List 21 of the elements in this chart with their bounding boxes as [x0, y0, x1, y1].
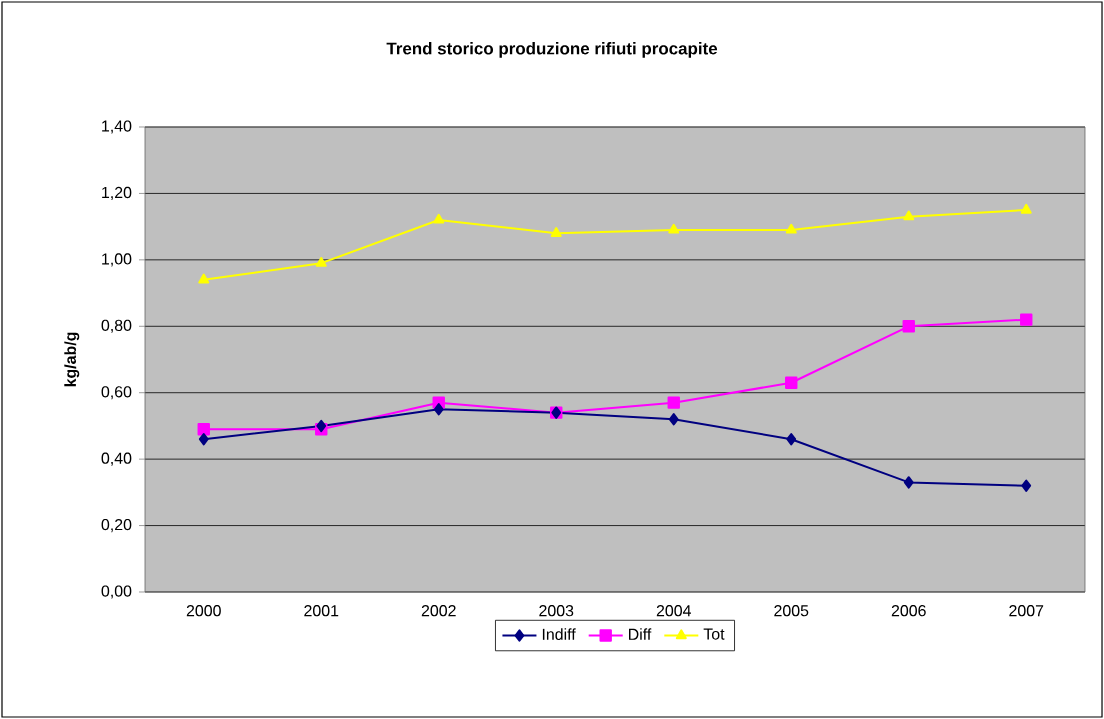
y-tick-label: 0,00 [101, 585, 132, 599]
x-tick-label: 2007 [1009, 605, 1044, 617]
x-tick-label: 2006 [891, 605, 926, 617]
y-tick-label: 0,20 [101, 518, 132, 533]
y-tick-label: 0,80 [101, 319, 132, 333]
chart-title: Trend storico produzione rifiuti procapite [386, 42, 718, 58]
legend-label: Indiff [542, 628, 576, 640]
x-tick-label: 2000 [186, 605, 221, 617]
x-tick-label: 2005 [774, 605, 809, 617]
y-tick-label: 1,20 [102, 186, 132, 200]
x-tick-label: 2003 [539, 605, 574, 617]
x-tick-label: 2004 [656, 605, 692, 617]
y-axis-title: kg/ab/g [64, 332, 80, 387]
y-tick-label: 1,40 [102, 120, 132, 134]
legend-label: Tot [703, 628, 725, 640]
y-tick-label: 0,60 [101, 386, 132, 400]
legend-label: Diff [629, 628, 652, 640]
y-tick-label: 1,00 [102, 253, 132, 267]
y-tick-label: 0,40 [101, 452, 132, 466]
x-tick-label: 2001 [304, 605, 339, 617]
x-tick-label: 2002 [421, 605, 456, 617]
